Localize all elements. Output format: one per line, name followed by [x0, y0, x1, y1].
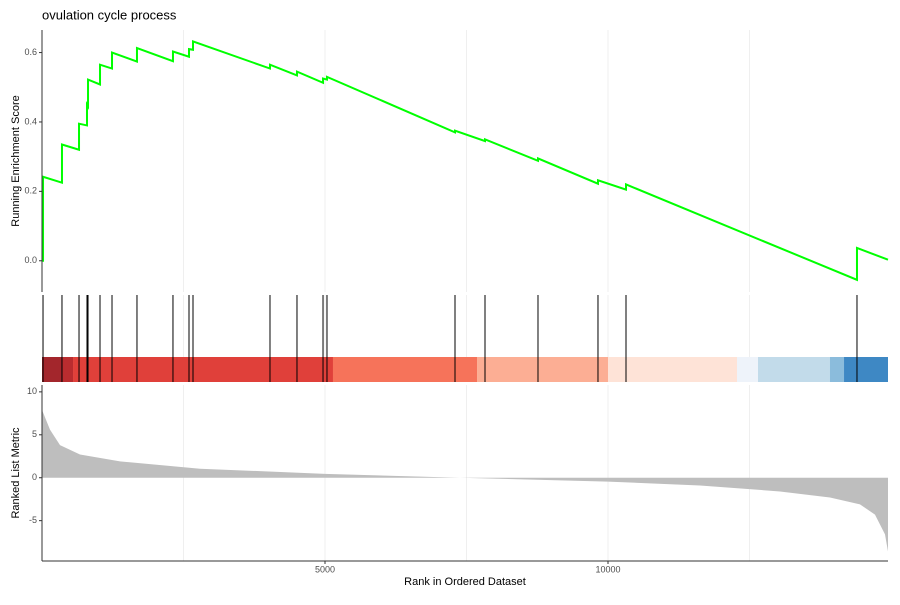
x-axis-label: Rank in Ordered Dataset: [404, 576, 526, 588]
color-bar-segment: [607, 357, 737, 382]
color-bar-segment: [42, 357, 62, 382]
color-bar-segment: [61, 357, 74, 382]
y-axis-label: Running Enrichment Score: [10, 95, 22, 226]
y-tick-label: 0: [32, 472, 37, 482]
y-tick-label: 0.0: [24, 255, 37, 265]
enrichment-line: [42, 40, 889, 282]
y-tick-label: 0.2: [24, 186, 37, 196]
x-tick-label: 10000: [595, 564, 620, 574]
color-bar-segment: [736, 357, 758, 382]
color-bar-segment: [757, 357, 830, 382]
color-bar-segment: [844, 357, 888, 382]
y-axis-label: Ranked List Metric: [10, 427, 22, 519]
x-tick-label: 5000: [315, 564, 335, 574]
y-tick-label: 10: [27, 386, 37, 396]
chart-title: ovulation cycle process: [42, 7, 177, 22]
color-bar-segment: [477, 357, 608, 382]
y-tick-label: -5: [29, 515, 37, 525]
y-tick-label: 5: [32, 429, 37, 439]
y-tick-label: 0.4: [24, 116, 37, 126]
y-tick-label: 0.6: [24, 47, 37, 57]
color-bar-segment: [73, 357, 333, 382]
metric-area: [42, 409, 888, 552]
color-bar-segment: [332, 357, 478, 382]
color-bar-segment: [829, 357, 845, 382]
